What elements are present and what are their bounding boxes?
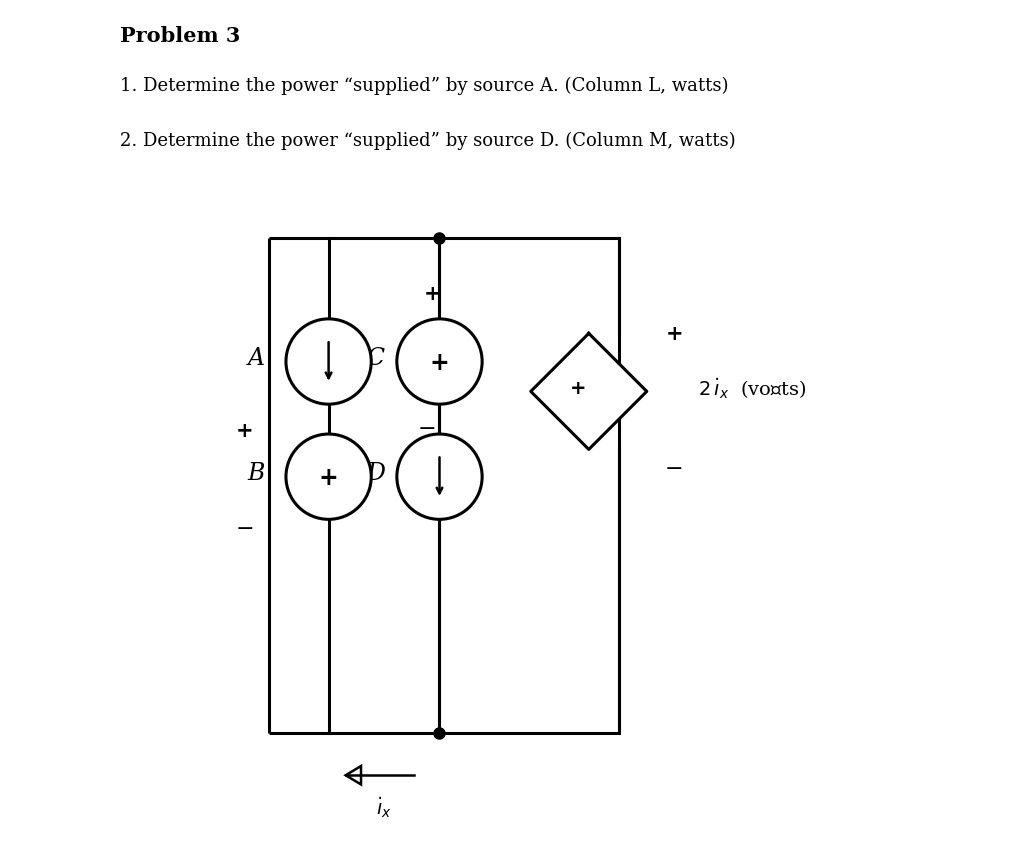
Text: +: + bbox=[318, 465, 339, 489]
Circle shape bbox=[286, 320, 372, 405]
Text: −: − bbox=[236, 518, 254, 538]
Text: +: + bbox=[424, 284, 441, 304]
Text: D: D bbox=[366, 462, 385, 484]
Circle shape bbox=[286, 435, 372, 520]
Text: C: C bbox=[367, 347, 385, 369]
Text: +: + bbox=[430, 350, 450, 374]
Text: +: + bbox=[570, 379, 587, 398]
Text: +: + bbox=[237, 420, 254, 440]
Text: 2. Determine the power “supplied” by source D. (Column M, watts): 2. Determine the power “supplied” by sou… bbox=[120, 132, 735, 150]
Text: B: B bbox=[248, 462, 265, 484]
Circle shape bbox=[397, 435, 482, 520]
Circle shape bbox=[397, 320, 482, 405]
Text: A: A bbox=[248, 347, 264, 369]
Text: Problem 3: Problem 3 bbox=[120, 26, 240, 45]
Text: +: + bbox=[666, 324, 683, 344]
Text: 1. Determine the power “supplied” by source A. (Column L, watts): 1. Determine the power “supplied” by sou… bbox=[120, 77, 728, 95]
Polygon shape bbox=[530, 334, 647, 450]
Text: $\dot{\imath}_x$: $\dot{\imath}_x$ bbox=[376, 794, 392, 819]
Text: $2\,\dot{\imath}_x$  (voℓts): $2\,\dot{\imath}_x$ (voℓts) bbox=[698, 376, 806, 401]
Text: −: − bbox=[418, 418, 436, 439]
Text: −: − bbox=[665, 458, 683, 479]
